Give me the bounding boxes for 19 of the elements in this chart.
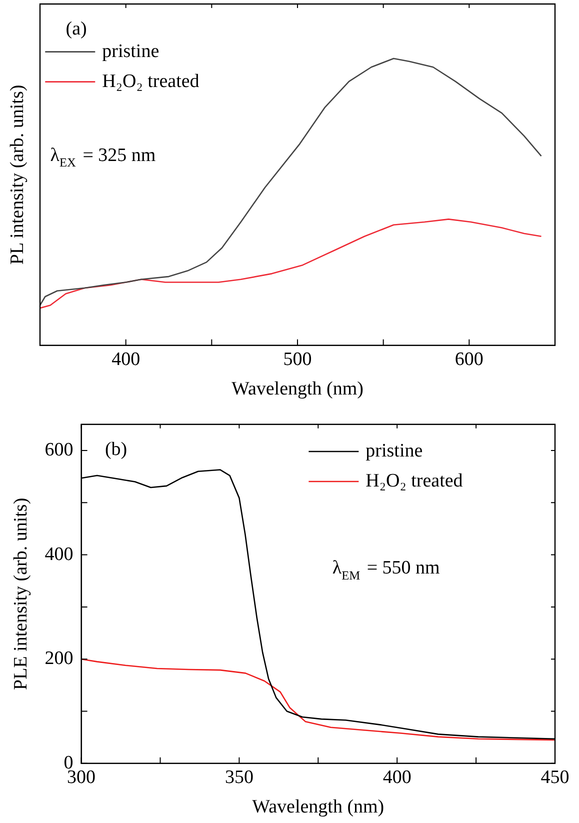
text: (a): [66, 18, 87, 40]
x-tick-label: 350: [224, 766, 254, 788]
legend-label: pristine: [366, 440, 423, 462]
y-tick-label: 600: [44, 439, 74, 460]
x-axis-title: Wavelength (nm): [252, 796, 384, 818]
x-tick-label: 500: [283, 348, 312, 370]
legend-label: H₂O₂ treated: [366, 470, 464, 492]
annotation: (b): [104, 438, 128, 460]
x-tick-label: 400: [112, 348, 140, 370]
y-axis-title: PLE intensity (arb. units): [10, 498, 32, 690]
y-tick-label: 400: [44, 544, 74, 565]
x-tick-label: 450: [540, 766, 570, 788]
x-axis-title: Wavelength (nm): [232, 378, 364, 400]
y-axis-title: PL intensity (arb. units): [6, 84, 28, 265]
y-tick-label: 200: [44, 648, 74, 670]
legend-label: pristine: [102, 40, 160, 62]
x-tick-label: 400: [382, 766, 412, 788]
x-tick-label: 600: [454, 348, 484, 370]
legend-label: H₂O₂ treated: [102, 70, 200, 92]
